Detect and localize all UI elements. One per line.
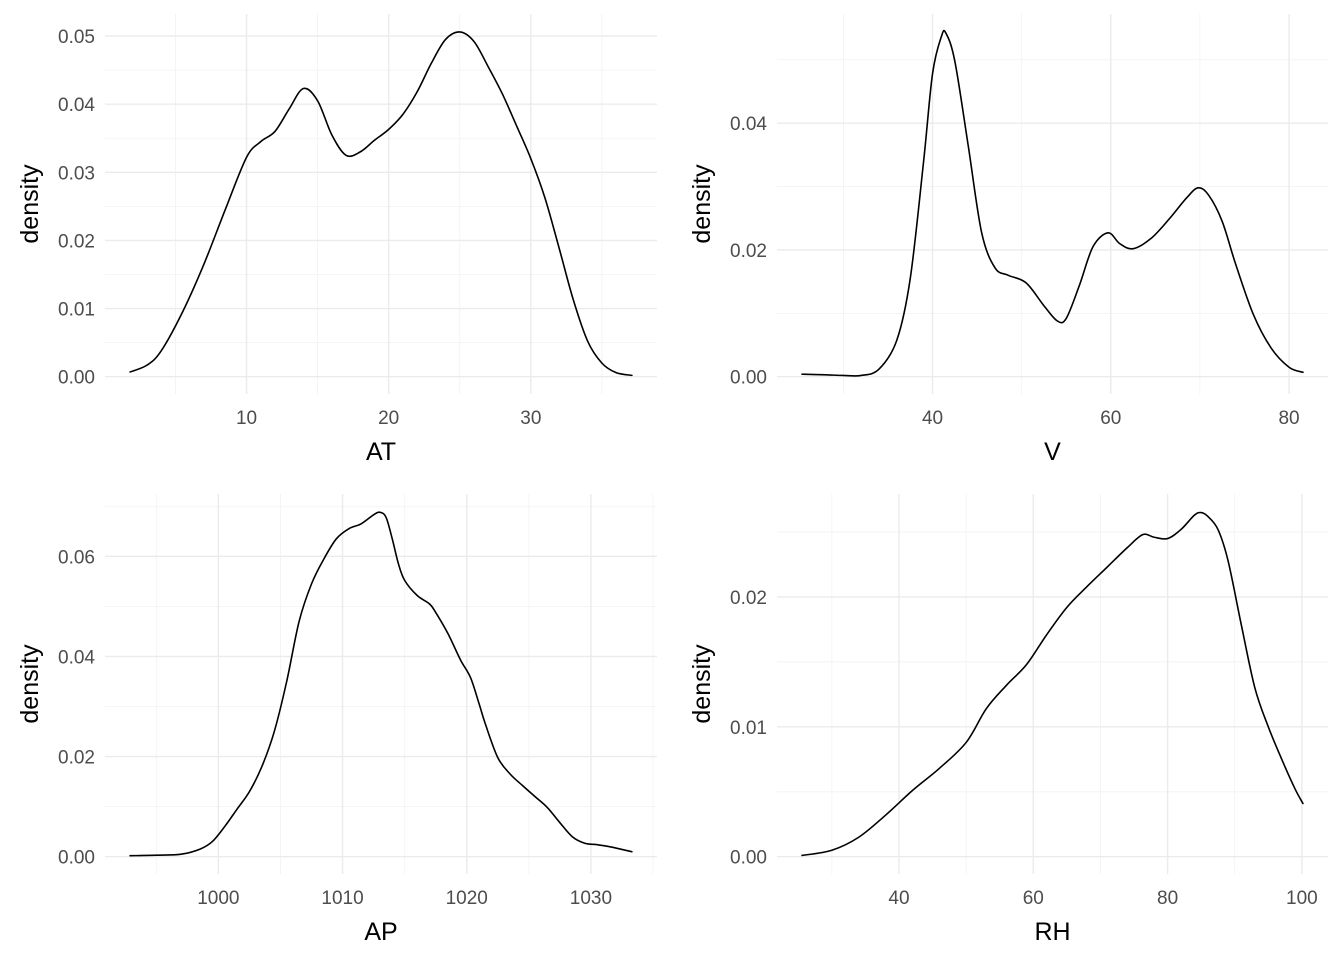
y-tick-label: 0.04 <box>58 95 95 116</box>
y-tick-label: 0.02 <box>58 748 95 769</box>
y-tick-label: 0.02 <box>730 241 767 262</box>
y-axis-title: density <box>688 644 716 724</box>
y-tick-label: 0.04 <box>58 647 95 668</box>
y-tick-label: 0.05 <box>58 27 95 48</box>
density-curve-rh <box>801 511 1304 857</box>
x-axis-title: AT <box>366 438 396 466</box>
x-tick-label: 60 <box>1100 408 1121 429</box>
y-tick-label: 0.00 <box>58 368 95 389</box>
y-tick-label: 0.04 <box>730 114 767 135</box>
y-axis-title: density <box>16 644 44 724</box>
panel-at: 10 20 30 0.00 0.01 0.02 0.03 0.04 0.05 AT density <box>16 14 657 466</box>
y-tick-label: 0.00 <box>730 368 767 389</box>
x-tick-label: 1030 <box>570 888 612 909</box>
x-tick-label: 1010 <box>321 888 363 909</box>
panel-rh: 40 60 80 100 0.00 0.01 0.02 RH density <box>688 494 1328 946</box>
y-axis-title: density <box>16 164 44 244</box>
x-axis-title: RH <box>1034 918 1070 946</box>
y-tick-label: 0.02 <box>58 231 95 252</box>
x-tick-label: 100 <box>1286 888 1318 909</box>
x-tick-label: 40 <box>888 888 909 909</box>
y-tick-label: 0.00 <box>58 848 95 869</box>
x-axis-title: AP <box>364 918 397 946</box>
x-tick-label: 40 <box>922 408 943 429</box>
y-tick-label: 0.02 <box>730 588 767 609</box>
y-axis-title: density <box>688 164 716 244</box>
x-tick-label: 60 <box>1023 888 1044 909</box>
y-tick-label: 0.03 <box>58 163 95 184</box>
x-tick-label: 30 <box>520 408 541 429</box>
y-tick-label: 0.01 <box>58 300 95 321</box>
density-curve-ap <box>129 511 633 857</box>
y-tick-label: 0.00 <box>730 848 767 869</box>
x-tick-label: 10 <box>236 408 257 429</box>
x-tick-label: 20 <box>378 408 399 429</box>
density-curve-at <box>129 31 633 377</box>
density-curve-v <box>801 29 1304 377</box>
x-tick-label: 80 <box>1157 888 1178 909</box>
y-tick-label: 0.01 <box>730 718 767 739</box>
x-tick-label: 80 <box>1278 408 1299 429</box>
panel-ap: 1000 1010 1020 1030 0.00 0.02 0.04 0.06 AP densit… <box>16 494 657 946</box>
x-axis-title: V <box>1044 438 1061 466</box>
x-tick-label: 1020 <box>446 888 488 909</box>
x-tick-label: 1000 <box>197 888 239 909</box>
y-tick-label: 0.06 <box>58 547 95 568</box>
